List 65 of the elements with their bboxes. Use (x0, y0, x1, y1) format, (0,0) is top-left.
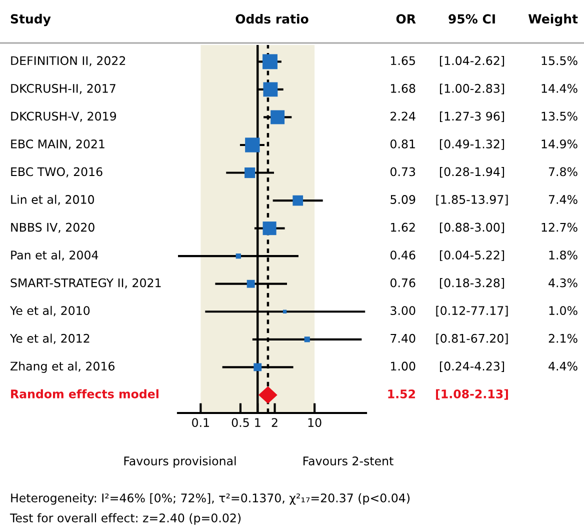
text: [1.27-3 96] (440, 112, 504, 122)
x-tick-label: 1 (255, 418, 260, 427)
text: 3.00 (390, 306, 416, 316)
chart-title: Odds ratio (236, 14, 308, 24)
text: [0.88-3.00] (440, 222, 504, 234)
x-tick-label: 0.1 (192, 418, 209, 427)
text: 2.24 (390, 112, 416, 120)
text: [0.04-5.22] (440, 250, 504, 261)
text: 0.76 (390, 278, 416, 288)
text: 1.52 (388, 389, 415, 398)
text: 4.3% (548, 278, 578, 288)
text: [0.12-77.17] (436, 306, 508, 316)
text: 14.4% (542, 84, 578, 93)
text: 1.62 (391, 222, 415, 232)
text: [1.08-2.13] (436, 389, 508, 400)
text: 14.9% (542, 139, 578, 148)
text: 15.5% (542, 56, 578, 66)
y-tick-label: EBC TWO, 2016 (11, 167, 102, 178)
text: [0.28-1.94] (440, 167, 504, 178)
text: [1.00-2.83] (440, 84, 504, 94)
text: 13.5% (542, 112, 578, 121)
text: 12.7% (542, 222, 578, 232)
y-tick-label: Random effects model (11, 389, 158, 398)
text: Favours 2-stent (304, 456, 394, 466)
x-tick-label: 2 (272, 418, 278, 427)
text: [1.04-2.62] (440, 56, 504, 66)
text: 0.81 (390, 139, 415, 148)
text: [0.18-3.28] (440, 278, 504, 289)
y-tick-label: Ye et al, 2012 (10, 334, 90, 344)
y-tick-label: Pan et al, 2004 (11, 250, 98, 261)
y-tick-label: DEFINITION II, 2022 (11, 56, 126, 66)
text: [0.81-67.20] (436, 334, 508, 344)
y-tick-label: DKCRUSH-II, 2017 (11, 84, 116, 94)
y-tick-label: Ye et al, 2010 (10, 306, 90, 316)
y-tick-label: NBBS IV, 2020 (11, 222, 94, 233)
y-tick-label: Lin et al, 2010 (11, 194, 94, 206)
text: 1.65 (391, 56, 415, 66)
text: 7.4% (548, 195, 578, 204)
text: 4.4% (548, 362, 578, 371)
x-tick-label: 10 (308, 418, 322, 427)
text: 2.1% (548, 334, 578, 343)
text: 1.0% (549, 306, 578, 316)
text: 0.73 (390, 167, 416, 176)
text: 7.40 (390, 334, 416, 343)
text: 7.8% (548, 167, 578, 176)
text: 1.68 (391, 84, 416, 93)
text: 1.8% (549, 250, 578, 260)
text: 1.00 (391, 362, 416, 371)
text: [0.24-4.23] (440, 361, 504, 372)
text: 95% CI (448, 14, 495, 24)
text: [0.49-1.32] (440, 139, 504, 150)
text: [1.85-13.97] (436, 194, 508, 206)
text: 5.09 (390, 195, 416, 204)
text: 0.46 (390, 250, 416, 260)
text: OR (396, 14, 416, 24)
text: Favours provisional (124, 456, 236, 468)
y-axis-title: Study (10, 14, 51, 26)
text: Heterogeneity: I²=46% [0%; 72%], τ²=0.1370, χ²₁₇=20.37 (p<0.04) (11, 493, 410, 505)
x-tick-label: 0.5 (232, 418, 249, 427)
y-tick-label: Zhang et al, 2016 (10, 361, 114, 373)
text: Weight (528, 14, 578, 26)
y-tick-label: SMART-STRATEGY II, 2021 (10, 278, 161, 288)
text: Test for overall effect: z=2.40 (p=0.02) (10, 513, 241, 525)
y-tick-label: EBC MAIN, 2021 (11, 139, 104, 150)
y-tick-label: DKCRUSH-V, 2019 (11, 112, 116, 122)
